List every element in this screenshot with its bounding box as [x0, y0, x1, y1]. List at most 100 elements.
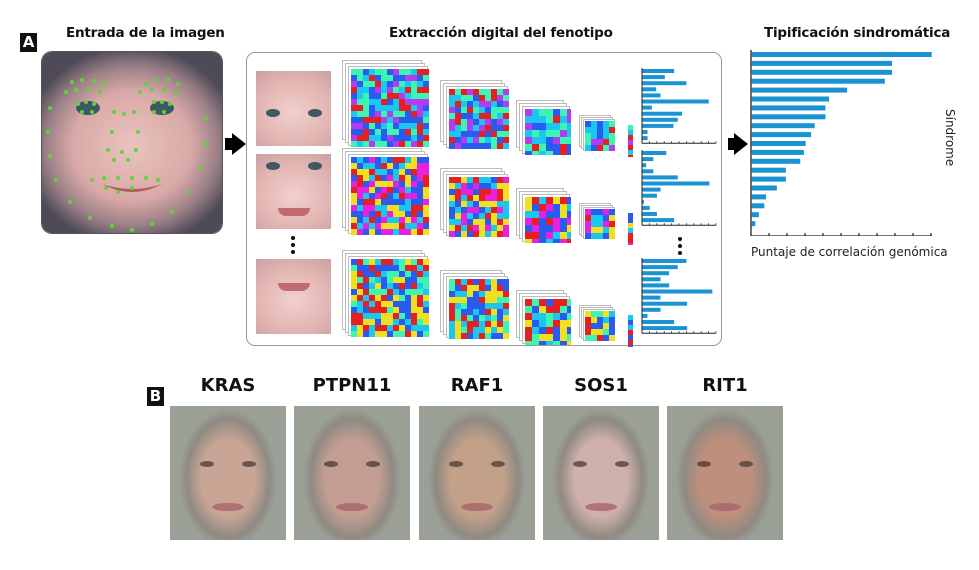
syndrome-bar: [751, 185, 777, 191]
heading-extraction: Extracción digital del fenotipo: [389, 25, 613, 41]
face-mouth: [336, 503, 368, 511]
mini-bar: [642, 313, 648, 318]
mini-bar: [642, 175, 678, 180]
landmark-point: [150, 222, 154, 226]
gene-label: RAF1: [450, 375, 504, 396]
mini-bar: [642, 218, 675, 223]
syndrome-bar: [751, 194, 767, 200]
mini-bar: [642, 289, 713, 294]
face-eye: [366, 461, 380, 467]
mini-bar: [642, 69, 675, 73]
landmark-point: [130, 228, 134, 232]
average-face-raf1: [419, 406, 535, 540]
arrow-right-icon: [734, 133, 748, 155]
landmark-point: [162, 110, 166, 114]
landmark-point: [198, 166, 202, 170]
syndrome-bar: [751, 141, 806, 146]
landmark-point: [116, 190, 120, 194]
face-eye: [200, 461, 214, 467]
feature-map: [449, 89, 509, 149]
mini-bar: [642, 265, 678, 270]
landmark-point: [46, 130, 50, 134]
mini-chart-row-2: [641, 150, 717, 226]
mini-bar: [642, 205, 650, 210]
mini-bar: [642, 157, 654, 162]
syndrome-bar: [751, 96, 830, 102]
landmark-point: [80, 78, 84, 82]
face-landmarks: [46, 78, 208, 232]
mini-bar: [642, 187, 661, 192]
landmark-point: [162, 88, 166, 92]
syndrome-bar: [751, 176, 786, 182]
mini-bar: [642, 199, 644, 204]
landmark-point: [92, 79, 96, 83]
landmark-point: [68, 200, 72, 204]
arrow-right-icon: [232, 133, 246, 155]
face-eye: [491, 461, 505, 467]
mini-bar: [642, 105, 652, 110]
landmark-point: [112, 158, 116, 162]
feature-map: [449, 177, 509, 237]
mini-chart-row-1: [641, 68, 717, 144]
landmark-point: [102, 82, 106, 86]
face-eye: [615, 461, 629, 467]
mini-bar: [642, 87, 657, 92]
mini-bar: [642, 295, 661, 300]
face-eye: [739, 461, 753, 467]
x-axis-label: Puntaje de correlación genómica: [751, 245, 948, 259]
average-face-rit1: [667, 406, 783, 540]
feature-map: [628, 315, 633, 347]
face-eye: [573, 461, 587, 467]
face-eye: [697, 461, 711, 467]
face-mouth: [709, 503, 741, 511]
gene-label: KRAS: [200, 375, 256, 396]
landmark-point: [120, 150, 124, 154]
panel-b-label: B: [147, 387, 164, 406]
landmark-point: [112, 110, 116, 114]
mini-bar: [642, 326, 688, 331]
mini-bar: [642, 259, 687, 263]
landmark-point: [176, 82, 180, 86]
syndrome-bar: [751, 87, 848, 93]
mini-bar: [642, 169, 654, 174]
feature-map: [525, 299, 571, 345]
face-mouth: [212, 503, 244, 511]
mini-bar: [642, 163, 647, 168]
syndrome-bar: [751, 203, 765, 209]
mini-bar: [642, 123, 674, 128]
landmark-point: [110, 224, 114, 228]
landmark-point: [84, 100, 88, 104]
feature-map: [585, 121, 615, 151]
mini-bar: [642, 301, 688, 306]
landmark-point: [136, 130, 140, 134]
average-face-ptpn11: [294, 406, 410, 540]
mini-bar: [642, 181, 710, 186]
landmark-point: [144, 82, 148, 86]
landmark-point: [134, 148, 138, 152]
landmark-point: [204, 116, 208, 120]
landmark-point: [150, 88, 154, 92]
landmark-point: [132, 110, 136, 114]
landmark-point: [138, 90, 142, 94]
mini-bar: [642, 212, 657, 216]
landmark-point: [110, 130, 114, 134]
mini-bar: [642, 136, 648, 141]
landmark-point: [186, 190, 190, 194]
syndrome-bar: [751, 105, 826, 111]
feature-map: [351, 157, 429, 235]
feature-map: [628, 125, 633, 157]
mini-chart-row-3: [641, 258, 717, 334]
syndrome-bar: [751, 132, 812, 138]
face-eye: [242, 461, 256, 467]
landmark-point: [126, 158, 130, 162]
landmark-point: [144, 176, 148, 180]
landmark-point: [104, 186, 108, 190]
feature-map: [351, 259, 429, 337]
crop-mouth: [256, 259, 331, 334]
mini-bar: [642, 307, 661, 312]
mini-bar: [642, 193, 657, 198]
landmark-point: [90, 178, 94, 182]
landmark-point: [90, 110, 94, 114]
mini-bar: [642, 111, 683, 116]
landmark-point: [204, 142, 208, 146]
